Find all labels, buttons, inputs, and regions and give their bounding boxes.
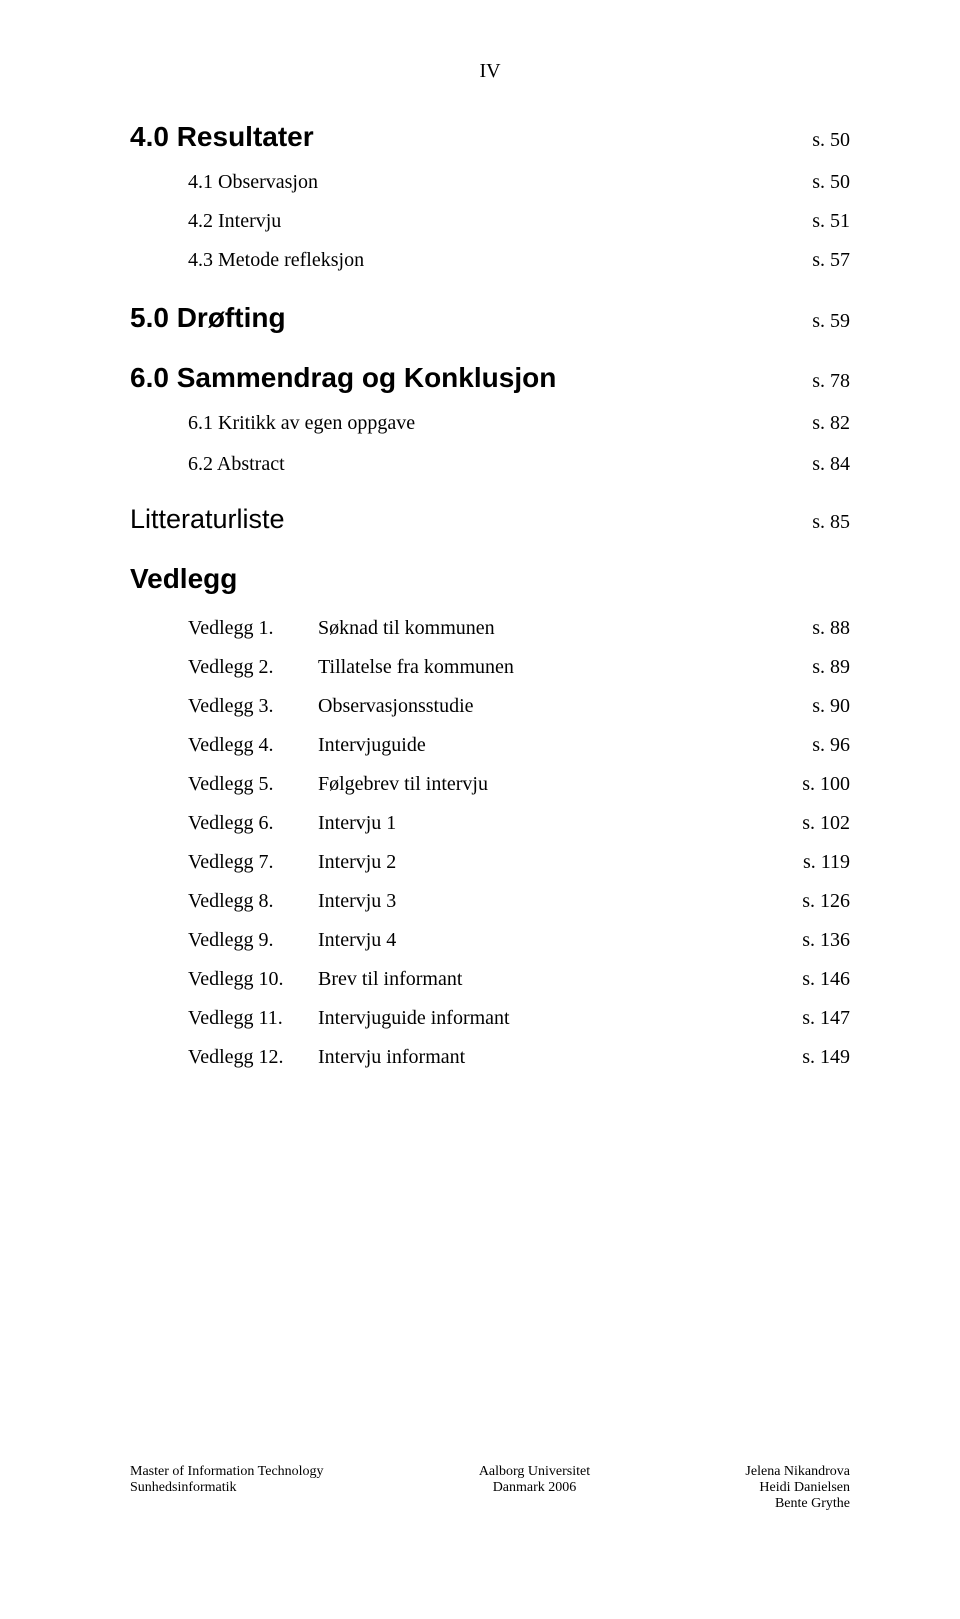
- subitem-page: s. 51: [812, 210, 850, 233]
- section-page: s. 78: [812, 370, 850, 393]
- vedlegg-page: s. 96: [812, 734, 850, 757]
- vedlegg-page: s. 126: [802, 890, 850, 913]
- vedlegg-number: Vedlegg 9.: [188, 929, 318, 952]
- vedlegg-list: Vedlegg 1.Søknad til kommunen s. 88 Vedl…: [130, 617, 850, 1069]
- vedlegg-desc: Intervju 2: [318, 851, 396, 874]
- vedlegg-desc: Søknad til kommunen: [318, 617, 495, 640]
- vedlegg-item: Vedlegg 10.Brev til informant s. 146: [130, 968, 850, 991]
- vedlegg-page: s. 102: [802, 812, 850, 835]
- vedlegg-page: s. 88: [812, 617, 850, 640]
- vedlegg-page: s. 89: [812, 656, 850, 679]
- subitem-label: 6.2 Abstract: [188, 453, 285, 476]
- vedlegg-item: Vedlegg 1.Søknad til kommunen s. 88: [130, 617, 850, 640]
- section-title: 5.0 Drøfting: [130, 302, 286, 334]
- section-title: 6.0 Sammendrag og Konklusjon: [130, 362, 556, 394]
- footer-text: Jelena Nikandrova: [745, 1464, 850, 1480]
- toc-subitem: 4.3 Metode refleksjon s. 57: [130, 249, 850, 272]
- footer-text: Bente Grythe: [745, 1496, 850, 1512]
- vedlegg-page: s. 136: [802, 929, 850, 952]
- footer-text: Heidi Danielsen: [745, 1480, 850, 1496]
- vedlegg-number: Vedlegg 1.: [188, 617, 318, 640]
- section-heading-litteraturliste: Litteraturliste s. 85: [130, 504, 850, 535]
- vedlegg-desc: Intervju 1: [318, 812, 396, 835]
- vedlegg-desc: Intervjuguide: [318, 734, 426, 757]
- footer-left: Master of Information Technology Sunheds…: [130, 1464, 324, 1512]
- vedlegg-page: s. 90: [812, 695, 850, 718]
- footer-text: Sunhedsinformatik: [130, 1480, 324, 1496]
- toc-subitem: 4.2 Intervju s. 51: [130, 210, 850, 233]
- vedlegg-item: Vedlegg 12.Intervju informant s. 149: [130, 1046, 850, 1069]
- vedlegg-item: Vedlegg 7.Intervju 2 s. 119: [130, 851, 850, 874]
- subitem-page: s. 50: [812, 171, 850, 194]
- footer-right: Jelena Nikandrova Heidi Danielsen Bente …: [745, 1464, 850, 1512]
- vedlegg-number: Vedlegg 5.: [188, 773, 318, 796]
- toc-subitem: 6.1 Kritikk av egen oppgave s. 82: [130, 412, 850, 435]
- vedlegg-page: s. 147: [802, 1007, 850, 1030]
- vedlegg-item: Vedlegg 3.Observasjonsstudie s. 90: [130, 695, 850, 718]
- subitem-label: 4.2 Intervju: [188, 210, 281, 233]
- footer-center: Aalborg Universitet Danmark 2006: [479, 1464, 590, 1512]
- page-roman-numeral: IV: [130, 60, 850, 83]
- vedlegg-desc: Følgebrev til intervju: [318, 773, 488, 796]
- vedlegg-number: Vedlegg 10.: [188, 968, 318, 991]
- vedlegg-item: Vedlegg 6.Intervju 1 s. 102: [130, 812, 850, 835]
- vedlegg-number: Vedlegg 11.: [188, 1007, 318, 1030]
- vedlegg-page: s. 119: [803, 851, 850, 874]
- section-heading-drofting: 5.0 Drøfting s. 59: [130, 302, 850, 334]
- vedlegg-page: s. 149: [802, 1046, 850, 1069]
- vedlegg-desc: Intervju 3: [318, 890, 396, 913]
- vedlegg-item: Vedlegg 4.Intervjuguide s. 96: [130, 734, 850, 757]
- vedlegg-number: Vedlegg 12.: [188, 1046, 318, 1069]
- vedlegg-desc: Intervju 4: [318, 929, 396, 952]
- subitem-page: s. 84: [812, 453, 850, 476]
- section-page: s. 85: [812, 511, 850, 534]
- subitem-label: 6.1 Kritikk av egen oppgave: [188, 412, 415, 435]
- subitem-label: 4.3 Metode refleksjon: [188, 249, 364, 272]
- vedlegg-desc: Intervju informant: [318, 1046, 465, 1069]
- toc-subitem: 6.2 Abstract s. 84: [130, 453, 850, 476]
- vedlegg-number: Vedlegg 2.: [188, 656, 318, 679]
- vedlegg-number: Vedlegg 7.: [188, 851, 318, 874]
- vedlegg-desc: Intervjuguide informant: [318, 1007, 510, 1030]
- vedlegg-page: s. 100: [802, 773, 850, 796]
- vedlegg-desc: Brev til informant: [318, 968, 462, 991]
- page-footer: Master of Information Technology Sunheds…: [130, 1464, 850, 1512]
- vedlegg-number: Vedlegg 4.: [188, 734, 318, 757]
- section-page: s. 50: [812, 129, 850, 152]
- vedlegg-number: Vedlegg 6.: [188, 812, 318, 835]
- footer-text: Danmark 2006: [479, 1480, 590, 1496]
- section-heading-vedlegg: Vedlegg: [130, 563, 850, 595]
- vedlegg-item: Vedlegg 8.Intervju 3 s. 126: [130, 890, 850, 913]
- footer-text: Master of Information Technology: [130, 1464, 324, 1480]
- vedlegg-item: Vedlegg 11.Intervjuguide informant s. 14…: [130, 1007, 850, 1030]
- subitem-page: s. 82: [812, 412, 850, 435]
- vedlegg-number: Vedlegg 3.: [188, 695, 318, 718]
- section-title: 4.0 Resultater: [130, 121, 314, 153]
- toc-subitem: 4.1 Observasjon s. 50: [130, 171, 850, 194]
- vedlegg-number: Vedlegg 8.: [188, 890, 318, 913]
- vedlegg-item: Vedlegg 5.Følgebrev til intervju s. 100: [130, 773, 850, 796]
- vedlegg-item: Vedlegg 9.Intervju 4 s. 136: [130, 929, 850, 952]
- footer-text: Aalborg Universitet: [479, 1464, 590, 1480]
- section-heading-sammendrag: 6.0 Sammendrag og Konklusjon s. 78: [130, 362, 850, 394]
- vedlegg-desc: Tillatelse fra kommunen: [318, 656, 514, 679]
- vedlegg-item: Vedlegg 2.Tillatelse fra kommunen s. 89: [130, 656, 850, 679]
- section-page: s. 59: [812, 310, 850, 333]
- subitem-label: 4.1 Observasjon: [188, 171, 318, 194]
- vedlegg-desc: Observasjonsstudie: [318, 695, 474, 718]
- subitem-page: s. 57: [812, 249, 850, 272]
- section-heading-resultater: 4.0 Resultater s. 50: [130, 121, 850, 153]
- vedlegg-page: s. 146: [802, 968, 850, 991]
- section-title: Litteraturliste: [130, 504, 285, 535]
